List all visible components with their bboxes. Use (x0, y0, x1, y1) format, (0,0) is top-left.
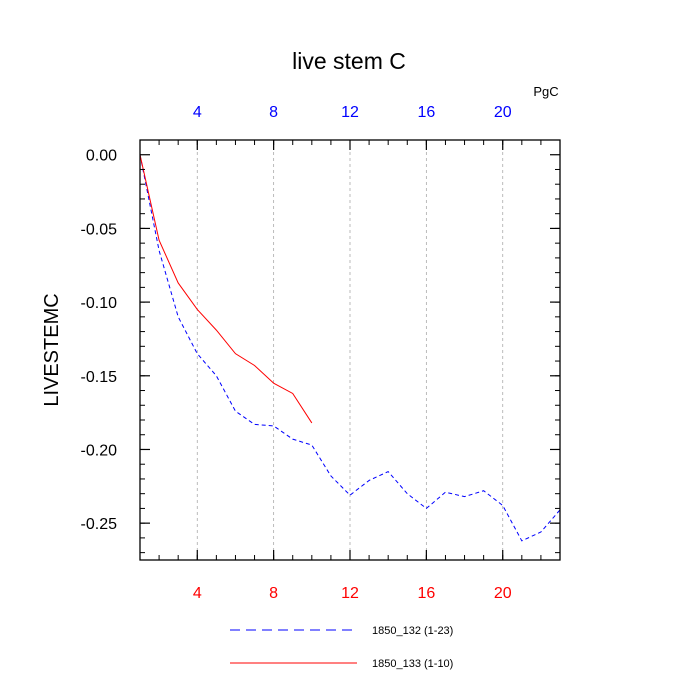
legend-label-1850-132: 1850_132 (1-23) (372, 625, 453, 637)
y-tick-label: -0.15 (81, 369, 118, 386)
x-tick-label-bottom: 20 (494, 585, 512, 602)
x-tick-label-bottom: 12 (341, 585, 359, 602)
axes: 4 4 8 8 12 12 16 16 20 20 0.00 -0.05 -0.10 -0.15 -0.20… (81, 104, 561, 602)
x-tick-label-top: 20 (494, 104, 512, 121)
chart-title: live stem C (292, 48, 406, 74)
y-tick-label: -0.05 (81, 221, 118, 238)
legend: 1850_132 (1-23) 1850_133 (1-10) (230, 625, 453, 670)
y-tick-label: -0.25 (81, 516, 118, 533)
x-tick-label-top: 8 (269, 104, 278, 121)
series-line-1850-132 (139, 154, 561, 542)
y-axis-label: LIVESTEMC (41, 293, 63, 406)
x-tick-label-top: 4 (193, 104, 202, 121)
x-tick-label-top: 12 (341, 104, 359, 121)
y-tick-label: -0.20 (81, 442, 118, 459)
series-lines (139, 154, 561, 542)
units-label: PgC (533, 84, 558, 99)
legend-label-1850-133: 1850_133 (1-10) (372, 658, 453, 670)
x-tick-label-bottom: 4 (193, 585, 202, 602)
x-tick-label-top: 16 (417, 104, 435, 121)
series-line-1850-133 (139, 154, 313, 424)
plot-frame (139, 139, 561, 561)
x-tick-label-bottom: 16 (417, 585, 435, 602)
y-tick-label: 0.00 (86, 148, 117, 165)
x-tick-label-bottom: 8 (269, 585, 278, 602)
grid-lines (196, 140, 504, 560)
y-tick-label: -0.10 (81, 295, 118, 312)
